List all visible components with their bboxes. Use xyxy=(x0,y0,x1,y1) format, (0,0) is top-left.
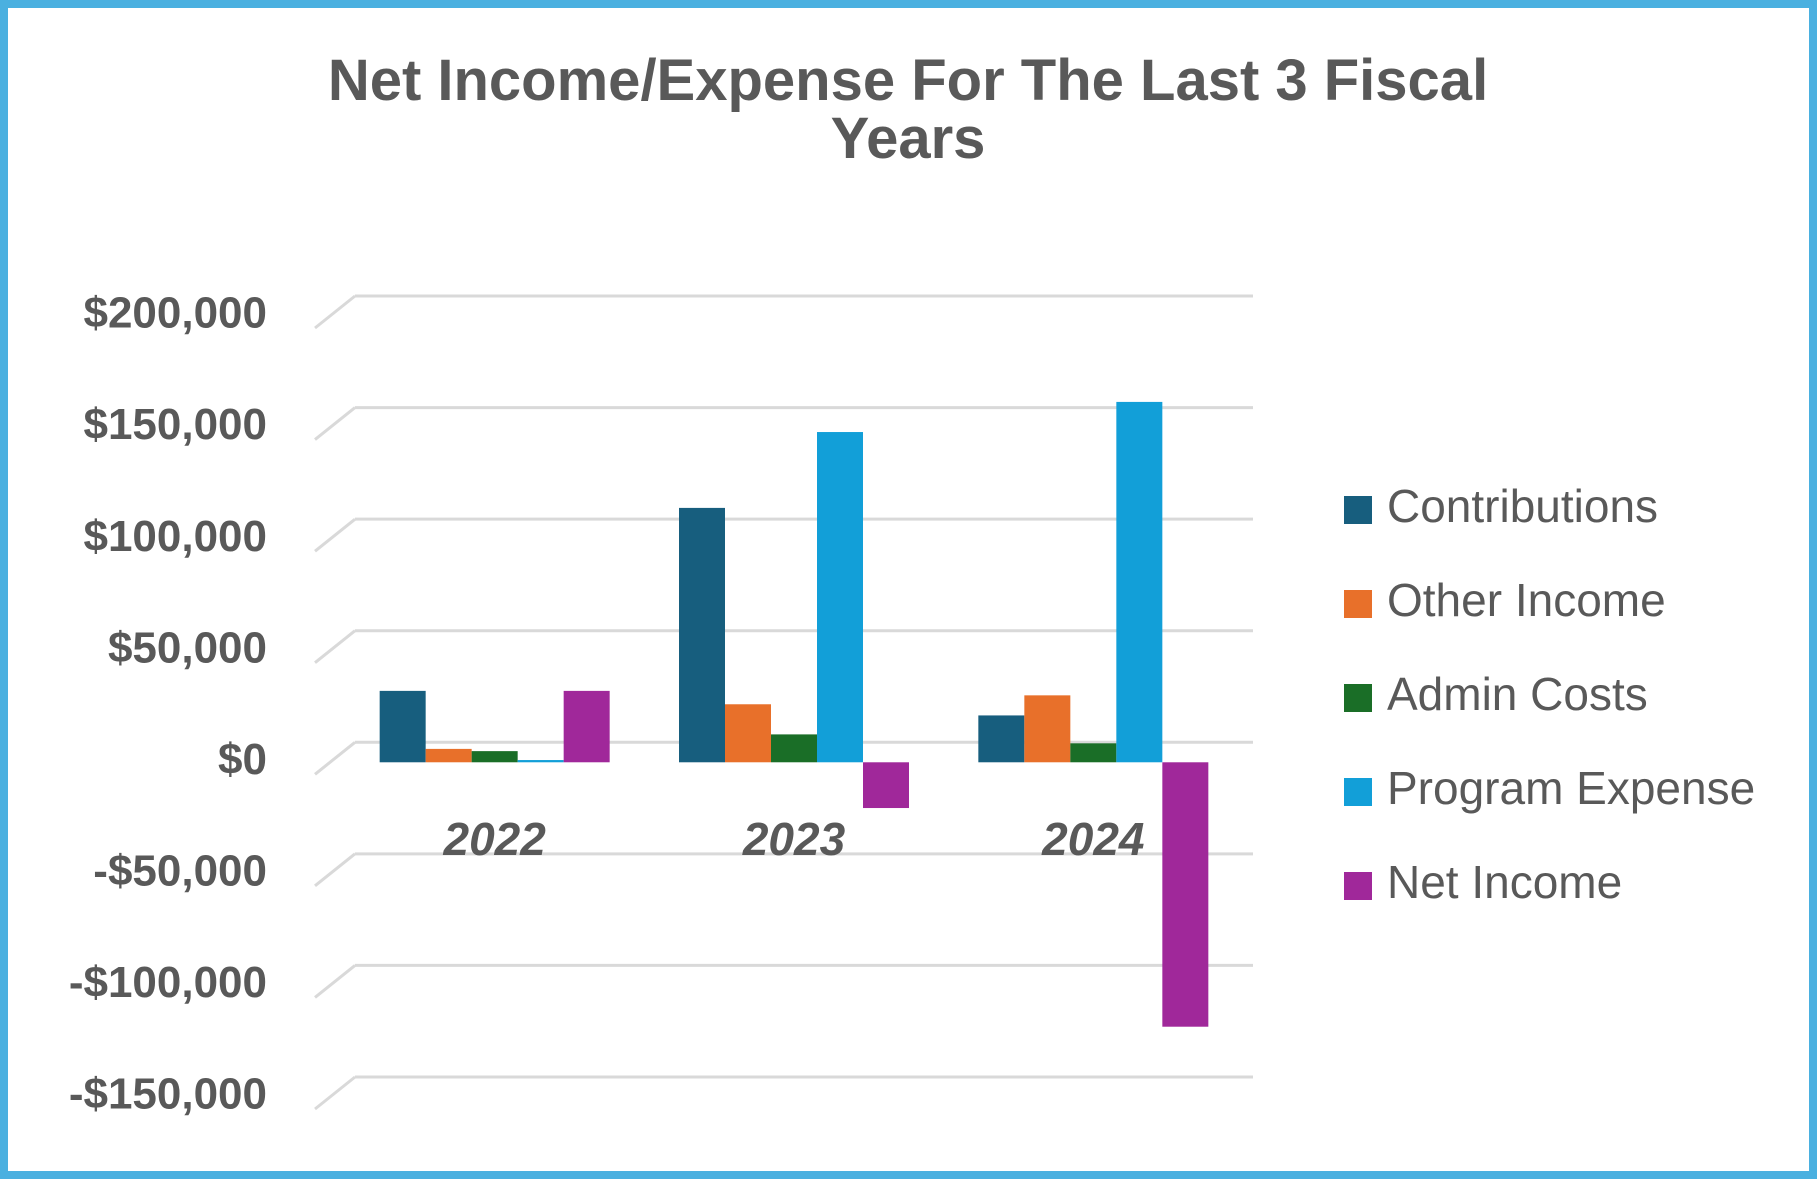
grid-line xyxy=(314,406,356,441)
bar xyxy=(817,432,863,763)
bar xyxy=(563,690,610,763)
x-tick-label: 2023 xyxy=(742,813,846,865)
chart-title: Net Income/Expense For The Last 3 Fiscal… xyxy=(328,48,1488,171)
legend-label: Admin Costs xyxy=(1387,668,1648,720)
legend-swatch xyxy=(1344,590,1372,618)
y-tick-label: $0 xyxy=(218,735,267,784)
x-tick-label: 2022 xyxy=(442,813,546,865)
y-tick-label: -$150,000 xyxy=(69,1070,267,1119)
bar xyxy=(1070,743,1117,763)
bar xyxy=(863,762,909,809)
bar xyxy=(517,760,564,763)
grid-line xyxy=(314,517,356,553)
y-tick-label: $50,000 xyxy=(108,623,267,672)
bar xyxy=(771,734,817,763)
title-line: Net Income/Expense For The Last 3 Fiscal xyxy=(328,48,1488,113)
y-tick-label: -$100,000 xyxy=(69,958,267,1007)
legend-swatch xyxy=(1344,872,1372,900)
bar xyxy=(725,704,771,763)
y-tick-label: $200,000 xyxy=(83,289,267,338)
grid-line xyxy=(314,294,356,330)
legend-swatch xyxy=(1344,496,1372,524)
bar xyxy=(1116,401,1163,763)
grid-line xyxy=(314,1075,356,1111)
x-tick-label: 2024 xyxy=(1041,813,1144,865)
bar xyxy=(379,690,426,763)
grid-line xyxy=(314,964,356,999)
legend-label: Program Expense xyxy=(1387,762,1755,814)
y-tick-label: -$50,000 xyxy=(93,846,267,895)
legend-label: Net Income xyxy=(1387,856,1622,908)
legend-swatch xyxy=(1344,778,1372,806)
y-tick-label: $150,000 xyxy=(83,400,267,449)
bar xyxy=(471,751,518,763)
legend-label: Contributions xyxy=(1387,480,1658,532)
bar xyxy=(1162,762,1209,1027)
bar xyxy=(1024,695,1071,763)
legend-swatch xyxy=(1344,684,1372,712)
grid-line xyxy=(314,852,356,888)
grid-line xyxy=(314,629,356,664)
bar xyxy=(679,507,725,763)
grid-line xyxy=(314,741,356,776)
y-tick-label: $100,000 xyxy=(83,512,267,561)
legend-label: Other Income xyxy=(1387,574,1666,626)
title-line: Years xyxy=(831,106,986,171)
bar xyxy=(978,715,1025,763)
bar xyxy=(425,748,472,763)
